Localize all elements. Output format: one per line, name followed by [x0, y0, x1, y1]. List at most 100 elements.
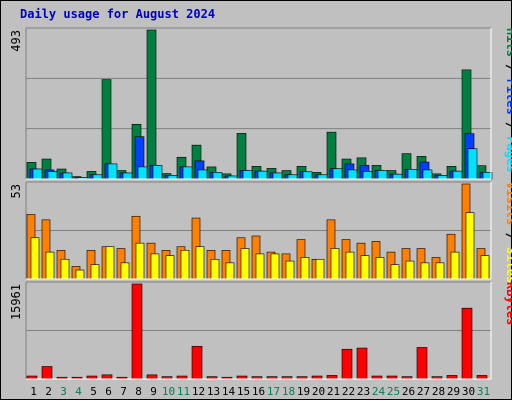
- sites-bar: [195, 246, 205, 280]
- sites-bar: [465, 212, 475, 280]
- sites-bar: [390, 264, 400, 280]
- pages-bar: [122, 172, 133, 180]
- y-max-label: 15961: [9, 284, 23, 320]
- sites-bar: [60, 258, 70, 280]
- kbytes-bar: [146, 374, 158, 380]
- sites-bar: [420, 262, 430, 280]
- legend-labels: Visits / Sites: [504, 182, 512, 283]
- sites-bar: [180, 250, 190, 280]
- pages-bar: [272, 172, 283, 180]
- kbytes-bar: [356, 347, 368, 380]
- sites-bar: [300, 257, 310, 280]
- sites-bar: [135, 242, 145, 280]
- x-tick-label: 7: [120, 385, 127, 398]
- x-tick-label: 16: [252, 385, 265, 398]
- pages-bar: [452, 170, 463, 180]
- pages-bar: [377, 170, 388, 180]
- x-tick-label: 17: [267, 385, 280, 398]
- x-tick-label: 29: [447, 385, 460, 398]
- sites-bar: [450, 251, 460, 280]
- pages-bar: [107, 163, 118, 180]
- kbytes-bar: [101, 374, 113, 380]
- sites-bar: [375, 257, 385, 280]
- legend-files: Files: [504, 79, 512, 115]
- x-tick-label: 20: [312, 385, 325, 398]
- x-tick-label: 1: [30, 385, 37, 398]
- sites-bar: [330, 248, 340, 280]
- legend-labels: KBytes: [504, 282, 512, 325]
- sites-bar: [270, 253, 280, 280]
- x-tick-label: 4: [75, 385, 82, 398]
- sites-bar: [165, 255, 175, 280]
- sites-bar: [345, 251, 355, 280]
- x-tick-label: 23: [357, 385, 370, 398]
- kbytes-bar: [416, 347, 428, 380]
- x-tick-label: 28: [432, 385, 445, 398]
- kbytes-bar: [341, 348, 353, 380]
- legend-labels: Hits / Files / Pages: [504, 28, 512, 173]
- kbytes-bar: [131, 283, 143, 380]
- sites-bar: [210, 258, 220, 280]
- pages-bar: [332, 168, 343, 180]
- pages-bar: [137, 166, 148, 180]
- sites-bar: [435, 262, 445, 280]
- pages-bar: [92, 174, 103, 180]
- pages-bar: [467, 148, 478, 180]
- x-tick-label: 6: [105, 385, 112, 398]
- x-tick-label: 22: [342, 385, 355, 398]
- pages-bar: [182, 166, 193, 180]
- x-tick-label: 25: [387, 385, 400, 398]
- x-tick-label: 2: [45, 385, 52, 398]
- chart-title: Daily usage for August 2024: [20, 7, 216, 21]
- sites-bar: [105, 246, 115, 280]
- pages-bar: [392, 173, 403, 180]
- x-tick-label: 21: [327, 385, 340, 398]
- pages-bar: [167, 175, 178, 180]
- x-tick-label: 13: [207, 385, 220, 398]
- x-tick-label: 11: [177, 385, 190, 398]
- pages-bar: [317, 174, 328, 180]
- pages-bar: [347, 169, 358, 180]
- x-tick-label: 30: [462, 385, 475, 398]
- pages-bar: [287, 174, 298, 180]
- kbytes-bar: [326, 375, 338, 380]
- sites-bar: [45, 251, 55, 280]
- kbytes-bar: [41, 366, 53, 380]
- pages-bar: [437, 175, 448, 180]
- sites-bar: [240, 248, 250, 280]
- pages-bar: [152, 165, 163, 180]
- x-tick-label: 9: [150, 385, 157, 398]
- sites-bar: [360, 255, 370, 280]
- x-tick-label: 19: [297, 385, 310, 398]
- pages-bar: [32, 168, 43, 180]
- x-tick-label: 31: [477, 385, 490, 398]
- x-tick-label: 14: [222, 385, 236, 398]
- sites-bar: [285, 260, 295, 280]
- kbytes-bar: [476, 375, 488, 380]
- x-tick-label: 26: [402, 385, 415, 398]
- legend-pages: Pages: [504, 136, 512, 172]
- pages-bar: [62, 172, 73, 180]
- x-tick-label: 15: [237, 385, 250, 398]
- pages-bar: [47, 171, 58, 180]
- x-tick-label: 24: [372, 385, 386, 398]
- pages-bar: [242, 170, 253, 180]
- pages-bar: [362, 171, 373, 180]
- sites-bar: [315, 258, 325, 280]
- pages-bar: [257, 170, 268, 180]
- x-tick-label: 12: [192, 385, 205, 398]
- legend-kbytes: KBytes: [504, 282, 512, 325]
- x-tick-label: 8: [135, 385, 142, 398]
- pages-bar: [422, 169, 433, 180]
- sites-bar: [255, 253, 265, 280]
- hits-bar: [146, 29, 157, 180]
- legend-separator: /: [504, 115, 512, 137]
- kbytes-bar: [446, 375, 458, 380]
- x-tick-label: 5: [90, 385, 97, 398]
- sites-bar: [150, 253, 160, 280]
- legend-sites: Sites: [504, 247, 512, 283]
- pages-bar: [212, 172, 223, 180]
- pages-bar: [407, 169, 418, 180]
- sites-bar: [225, 262, 235, 280]
